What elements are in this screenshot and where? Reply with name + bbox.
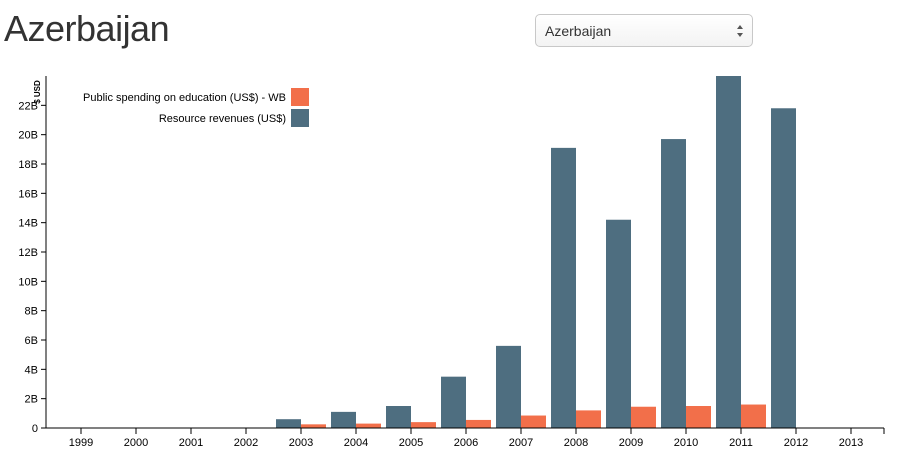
- x-tick-label: 1999: [69, 437, 93, 449]
- bars-layer: [276, 76, 796, 429]
- legend-swatch: [291, 88, 309, 106]
- education-spending-bar-2007: [521, 415, 546, 428]
- resource-revenue-bar-2008: [551, 147, 576, 428]
- select-arrows-icon: [737, 25, 743, 37]
- education-spending-bar-2010: [686, 406, 711, 428]
- x-tick-label: 2013: [839, 437, 863, 449]
- x-tick-label: 2002: [234, 437, 258, 449]
- resource-revenue-bar-2009: [606, 219, 631, 428]
- resource-revenue-bar-2011: [716, 76, 741, 428]
- legend: Public spending on education (US$) - WB R…: [83, 88, 309, 127]
- y-tick-label: 10B: [18, 276, 38, 288]
- axes-layer: 0 2B 4B 6B 8B 10B 12B 14B 16B 18B 20B 22B 1999 2000 20…: [18, 76, 885, 449]
- y-tick-label: 4B: [25, 364, 38, 376]
- resource-revenue-bar-2010: [661, 139, 686, 429]
- y-axis-label: $ USD: [33, 80, 42, 104]
- y-tick-label: 8B: [25, 306, 38, 318]
- y-tick-label: 12B: [18, 247, 38, 259]
- x-tick-label: 2008: [564, 437, 588, 449]
- x-tick-label: 2010: [674, 437, 698, 449]
- y-tick-label: 14B: [18, 218, 38, 230]
- x-tick-label: 2011: [729, 437, 753, 449]
- education-spending-bar-2008: [576, 410, 601, 428]
- x-tick-label: 2007: [509, 437, 533, 449]
- y-tick-label: 2B: [25, 394, 38, 406]
- x-tick-label: 2012: [784, 437, 808, 449]
- legend-swatch: [291, 109, 309, 127]
- resource-revenue-bar-2012: [771, 108, 796, 429]
- resource-revenue-bar-2005: [386, 406, 411, 428]
- x-tick-label: 2001: [179, 437, 203, 449]
- x-tick-label: 2003: [289, 437, 313, 449]
- x-tick-label: 2009: [619, 437, 643, 449]
- y-tick-label: 22B: [18, 100, 38, 112]
- x-tick-label: 2005: [399, 437, 423, 449]
- resource-revenue-bar-2007: [496, 345, 521, 428]
- education-spending-bar-2004: [356, 423, 381, 428]
- education-spending-bar-2006: [466, 419, 491, 428]
- x-tick-label: 2000: [124, 437, 148, 449]
- page-title: Azerbaijan: [4, 8, 170, 49]
- y-tick-label: 6B: [25, 335, 38, 347]
- y-tick-label: 18B: [18, 159, 38, 171]
- resource-revenue-bar-2003: [276, 419, 301, 428]
- country-select-value: Azerbaijan: [545, 23, 612, 39]
- y-tick-label: 16B: [18, 188, 38, 200]
- resource-revenue-bar-2006: [441, 376, 466, 428]
- legend-label: Public spending on education (US$) - WB: [83, 92, 286, 104]
- y-tick-label: 20B: [18, 130, 38, 142]
- education-spending-bar-2009: [631, 406, 656, 428]
- education-spending-bar-2005: [411, 422, 436, 428]
- resource-revenue-bar-2004: [331, 411, 356, 428]
- education-spending-bar-2003: [301, 424, 326, 428]
- legend-label: Resource revenues (US$): [159, 113, 286, 125]
- x-tick-label: 2004: [344, 437, 368, 449]
- country-select[interactable]: Azerbaijan: [535, 14, 753, 47]
- y-tick-label: 0: [32, 423, 38, 435]
- x-tick-label: 2006: [454, 437, 478, 449]
- education-spending-bar-2011: [741, 404, 766, 428]
